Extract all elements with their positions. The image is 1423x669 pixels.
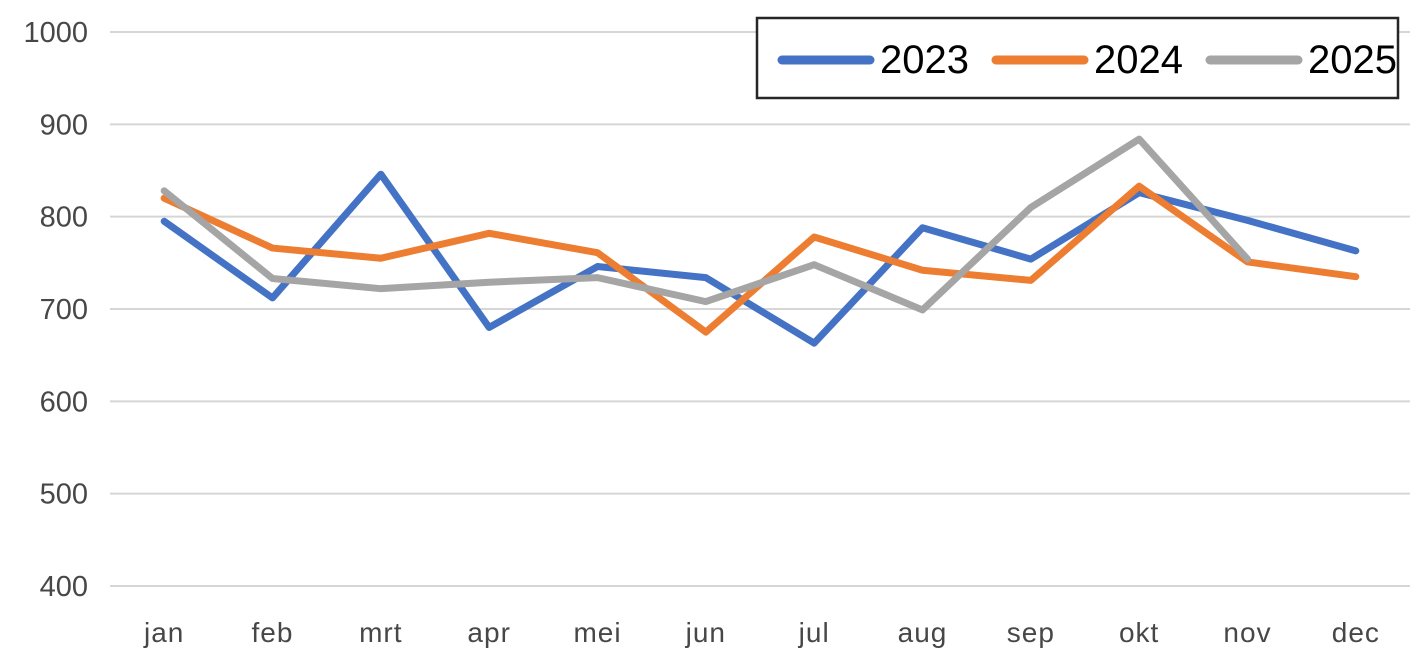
x-axis-tick-label: sep <box>1007 617 1055 648</box>
x-axis-tick-label: feb <box>252 617 294 648</box>
x-axis-tick-label: jan <box>143 617 184 648</box>
legend-label-2023: 2023 <box>880 38 969 82</box>
series-line-2025 <box>160 135 1251 314</box>
x-axis-tick-label: nov <box>1223 617 1271 648</box>
x-axis-tick-label: aug <box>898 617 948 648</box>
legend-label-2024: 2024 <box>1094 38 1183 82</box>
x-axis-tick-label: jul <box>798 617 830 648</box>
x-axis-tick-label: jun <box>685 617 726 648</box>
x-axis-tick-label: mei <box>573 617 621 648</box>
series-line-2023 <box>160 170 1360 347</box>
y-axis-tick-label: 600 <box>40 386 88 418</box>
y-axis-tick-label: 700 <box>40 294 88 326</box>
y-axis-tick-label: 800 <box>40 202 88 234</box>
x-axis-tick-label: mrt <box>359 617 402 648</box>
legend-label-2025: 2025 <box>1308 38 1397 82</box>
x-axis-tick-label: okt <box>1119 617 1159 648</box>
x-axis-tick-label: apr <box>467 617 510 648</box>
y-axis-tick-label: 1000 <box>23 17 88 49</box>
x-axis-tick-label: dec <box>1332 617 1380 648</box>
y-axis-tick-label: 400 <box>40 571 88 603</box>
y-axis-tick-label: 500 <box>40 479 88 511</box>
y-axis-tick-label: 900 <box>40 109 88 141</box>
